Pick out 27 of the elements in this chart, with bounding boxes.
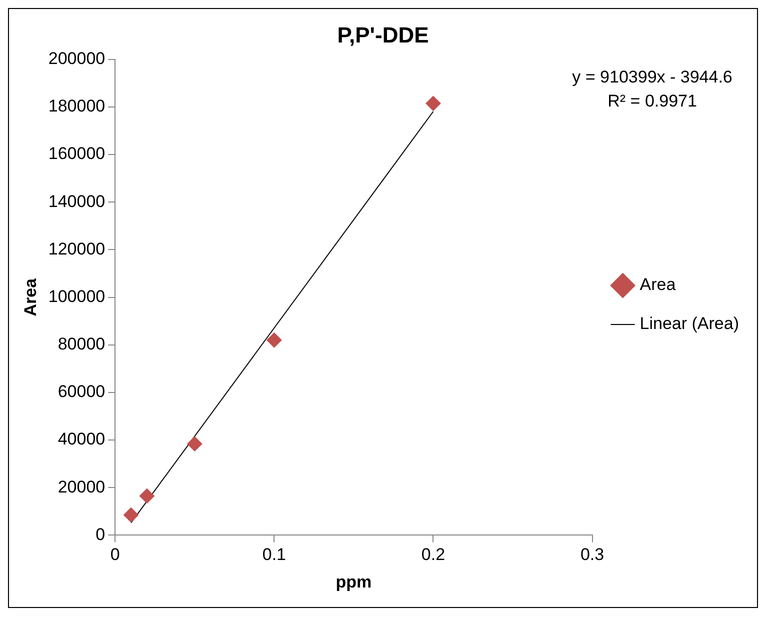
point bbox=[124, 507, 139, 522]
y-tick-label: 120000 bbox=[48, 239, 106, 258]
y-tick-label: 60000 bbox=[58, 382, 106, 402]
point bbox=[187, 436, 202, 452]
y-tick-label: 20000 bbox=[58, 477, 106, 496]
y-tick-label: 0 bbox=[96, 524, 106, 544]
point bbox=[426, 96, 441, 111]
text: R² = 0.9971 bbox=[608, 92, 697, 111]
chart-title: P,P'-DDE bbox=[337, 22, 429, 48]
y-tick-label: 40000 bbox=[58, 430, 106, 449]
x-tick-label: 0 bbox=[110, 545, 120, 564]
y-tick-label: 100000 bbox=[48, 286, 106, 306]
legend-label: Area bbox=[640, 275, 676, 294]
legend-label: Linear (Area) bbox=[640, 314, 740, 334]
y-tick-label: 180000 bbox=[48, 96, 106, 116]
y-tick-label: 160000 bbox=[48, 144, 106, 164]
y-axis-title: Area bbox=[20, 278, 40, 316]
point bbox=[139, 488, 154, 504]
annotation: y = 910399x - 3944.6 bbox=[572, 68, 732, 87]
y-tick-label: 200000 bbox=[48, 49, 106, 68]
point bbox=[266, 332, 282, 348]
x-tick-label: 0.1 bbox=[262, 545, 286, 564]
y-tick-label: 80000 bbox=[58, 334, 106, 354]
x-tick-label: 0.3 bbox=[580, 545, 604, 564]
x-axis-title: ppm bbox=[336, 572, 372, 592]
x-tick-label: 0.2 bbox=[421, 545, 446, 564]
y-tick-label: 140000 bbox=[48, 192, 106, 211]
